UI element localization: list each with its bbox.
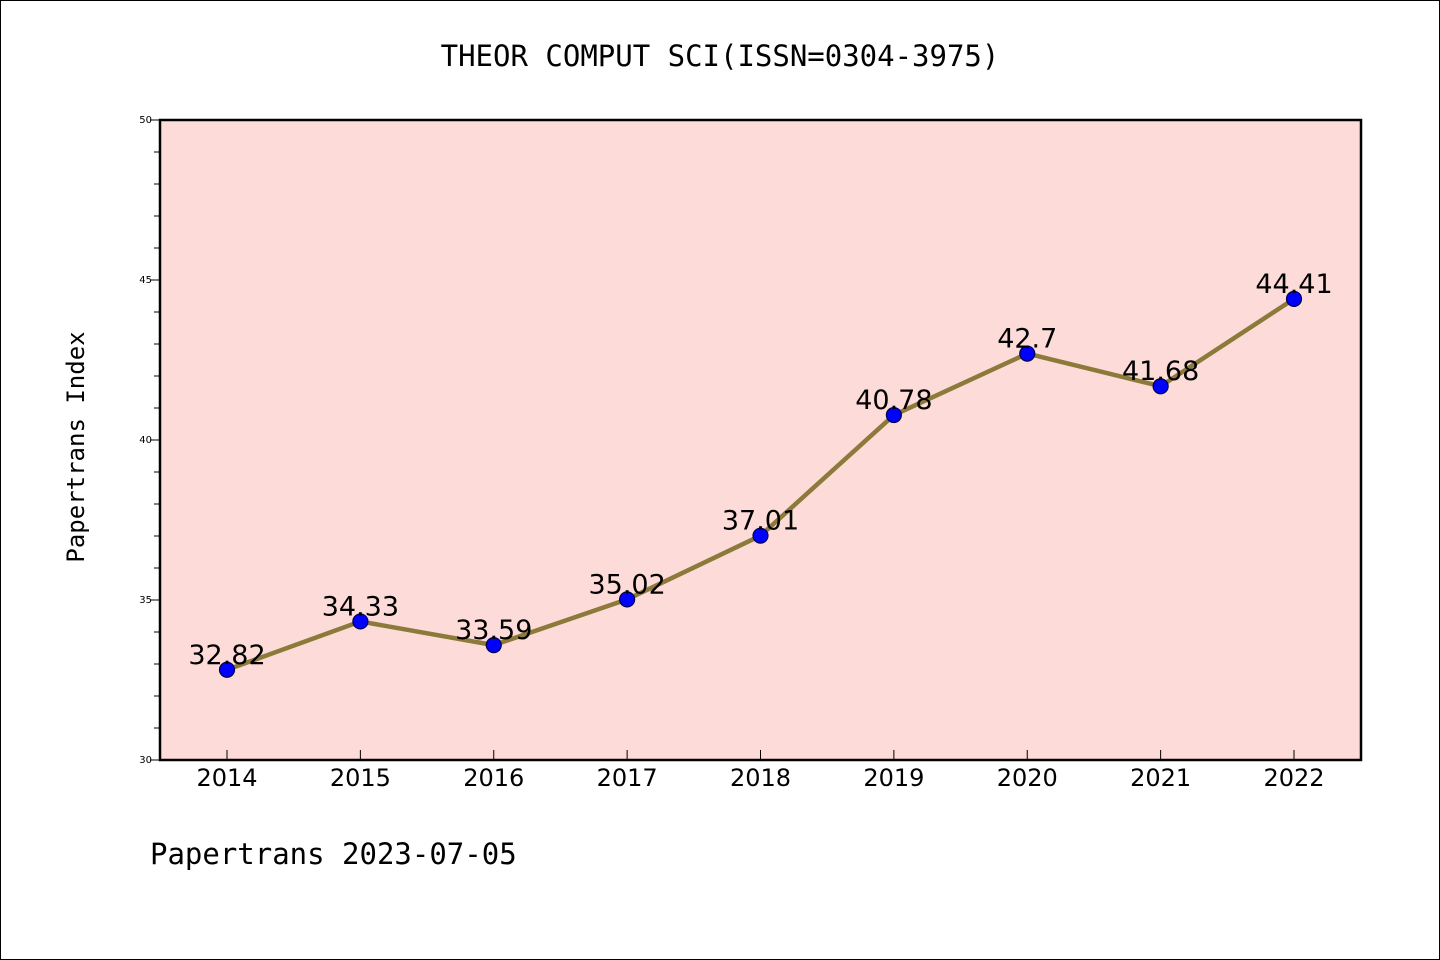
x-tick-label: 2022 <box>1263 764 1324 792</box>
x-tick-label: 2021 <box>1130 764 1191 792</box>
plot-border <box>158 118 1363 762</box>
y-tick-label: 45 <box>139 275 152 286</box>
data-label: 37.01 <box>722 506 799 537</box>
data-point <box>1285 290 1303 307</box>
footer-caption: Papertrans 2023-07-05 <box>150 837 517 871</box>
x-tick-label: 2020 <box>997 764 1058 792</box>
data-point <box>885 406 902 424</box>
data-label: 42.7 <box>997 324 1057 355</box>
data-label: 32.82 <box>188 640 265 671</box>
data-point <box>218 661 236 678</box>
data-label: 41.68 <box>1122 356 1199 387</box>
chart-title: THEOR COMPUT SCI(ISSN=0304-3975) <box>441 39 1000 73</box>
data-point <box>1152 378 1169 395</box>
data-labels: 32.82 34.33 33.59 35.02 37.01 40.78 42.7 41.68 4… <box>188 269 1332 671</box>
x-tick-label: 2014 <box>196 764 257 792</box>
data-point <box>1019 345 1036 362</box>
x-tick-label: 2019 <box>863 764 924 792</box>
data-point <box>752 527 769 544</box>
data-point <box>352 613 369 630</box>
x-axis: 2014 2015 2016 2017 2018 2019 2020 2021 2022 <box>196 750 1325 792</box>
y-tick-label: 30 <box>139 755 152 766</box>
y-axis-label: Papertrans Index <box>62 331 90 562</box>
data-point <box>485 637 502 654</box>
data-markers <box>218 290 1303 678</box>
x-tick-label: 2016 <box>463 764 524 792</box>
data-label: 34.33 <box>322 591 399 622</box>
data-label: 33.59 <box>455 615 532 646</box>
y-tick-label: 35 <box>139 595 152 606</box>
y-axis: 30 35 40 45 50 <box>139 115 160 766</box>
data-label: 35.02 <box>588 569 665 600</box>
x-tick-label: 2018 <box>730 764 791 792</box>
data-label: 44.41 <box>1255 269 1332 300</box>
y-tick-label: 50 <box>139 115 152 126</box>
plot-area <box>160 120 1361 760</box>
x-tick-label: 2017 <box>597 764 658 792</box>
data-point <box>619 591 636 608</box>
x-tick-label: 2015 <box>330 764 391 792</box>
data-label: 40.78 <box>855 385 932 416</box>
y-tick-label: 40 <box>139 435 152 446</box>
